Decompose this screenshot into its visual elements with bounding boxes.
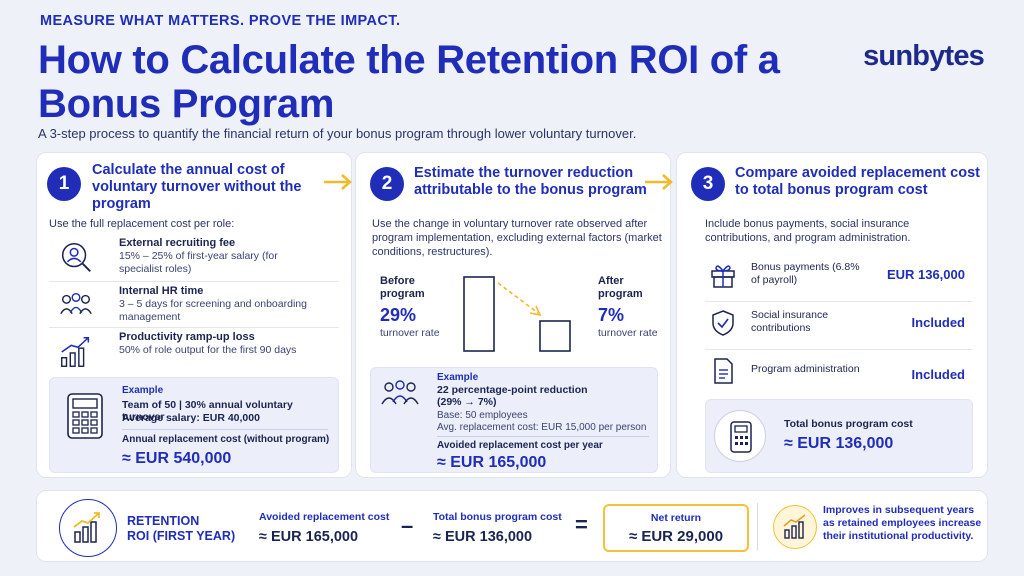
cost-row-social: Social insurance contributions Included (705, 303, 975, 349)
cost-item-desc: 50% of role output for the first 90 days (119, 344, 297, 356)
logo: sunbytes (863, 40, 985, 72)
after-label: After program (598, 275, 643, 300)
improvement-chart-icon (773, 505, 817, 549)
arrow-right-icon (324, 174, 352, 190)
minus-sign: – (401, 513, 414, 538)
step1-title: Calculate the annual cost of voluntary t… (92, 162, 302, 212)
cost-item-title: Internal HR time (119, 285, 204, 297)
after-value: 7% (598, 305, 625, 325)
cost-item-desc: 3 – 5 days for screening and onboarding … (119, 298, 307, 323)
divider (757, 503, 758, 551)
step1-intro: Use the full replacement cost per role: (49, 218, 235, 230)
cost-item-recruiting: External recruiting fee 15% – 25% of fir… (49, 237, 339, 281)
after-bar (539, 320, 571, 352)
divider (122, 429, 328, 430)
before-value: 29% (380, 305, 417, 325)
before-sub: turnover rate (380, 327, 440, 339)
team-icon (381, 380, 419, 405)
roi-growth-icon (59, 499, 117, 557)
subtitle: A 3-step process to quantify the financi… (38, 126, 637, 141)
cost-row-value: Included (911, 315, 965, 330)
example-line: Team of 50 | 30% annual voluntary turnov… (122, 399, 293, 423)
reduction-arrow (497, 282, 539, 314)
divider (705, 301, 973, 302)
turnover-bars (463, 276, 571, 352)
cost-row-label: Bonus payments (6.8% of payroll) (751, 261, 860, 286)
example-line: (29% → 7%) (437, 396, 497, 408)
cost-item-title: Productivity ramp-up loss (119, 331, 255, 343)
example-line: Avg. replacement cost: EUR 15,000 per pe… (437, 422, 647, 433)
step3-card: 3 Compare avoided replacement cost to to… (676, 152, 988, 478)
divider (49, 327, 339, 328)
step2-card: 2 Estimate the turnover reduction attrib… (355, 152, 671, 478)
before-bar (463, 276, 495, 352)
step2-number: 2 (370, 167, 404, 201)
example-result-value: ≈ EUR 165,000 (437, 454, 547, 471)
net-return-value: ≈ EUR 29,000 (628, 528, 724, 545)
cost-item-hr-time: Internal HR time 3 – 5 days for screenin… (49, 285, 339, 329)
total-cost-value: ≈ EUR 136,000 (784, 435, 894, 452)
net-return-box: Net return ≈ EUR 29,000 (603, 504, 749, 552)
step2-title: Estimate the turnover reduction attribut… (414, 165, 647, 198)
calculator-icon (714, 410, 766, 462)
roi-title-line2: ROI (FIRST YEAR) (127, 529, 236, 543)
cost-item-productivity: Productivity ramp-up loss 50% of role ou… (49, 331, 339, 375)
step3-number: 3 (691, 167, 725, 201)
document-icon (714, 358, 733, 384)
roi-title: RETENTION ROI (FIRST YEAR) (127, 514, 235, 544)
team-icon (60, 292, 92, 314)
step3-total-box: Total bonus program cost ≈ EUR 136,000 (705, 399, 973, 473)
after-sub: turnover rate (598, 327, 658, 339)
gift-icon (711, 265, 735, 288)
total-cost-value: ≈ EUR 136,000 (433, 529, 533, 545)
cost-row-admin: Program administration Included (705, 351, 975, 397)
example-label: Example (437, 372, 479, 383)
example-result-value: ≈ EUR 540,000 (122, 450, 232, 467)
before-label: Before program (380, 275, 425, 300)
cost-row-bonus: Bonus payments (6.8% of payroll) EUR 136… (705, 255, 975, 301)
step2-intro: Use the change in voluntary turnover rat… (372, 218, 662, 258)
cost-row-label: Social insurance contributions (751, 309, 829, 334)
step2-example-box: Example 22 percentage-point reduction (2… (370, 367, 658, 473)
step1-card: 1 Calculate the annual cost of voluntary… (36, 152, 352, 478)
search-person-icon (61, 242, 91, 272)
divider (437, 436, 649, 437)
net-return-label: Net return (650, 512, 702, 524)
roi-summary-bar: RETENTION ROI (FIRST YEAR) Avoided repla… (36, 490, 988, 562)
total-cost-label: Total bonus program cost (433, 511, 562, 523)
example-label: Example (122, 385, 164, 396)
step3-title: Compare avoided replacement cost to tota… (735, 165, 980, 198)
growth-chart-icon (61, 336, 90, 367)
cost-row-value: Included (911, 367, 965, 382)
cost-item-desc: 15% – 25% of first-year salary (for spec… (119, 250, 278, 275)
divider (705, 349, 973, 350)
shield-check-icon (712, 310, 734, 336)
step3-intro: Include bonus payments, social insurance… (705, 218, 911, 244)
cost-row-label: Program administration (751, 363, 860, 375)
example-line: Average salary: EUR 40,000 (122, 412, 260, 424)
total-cost-label: Total bonus program cost (784, 418, 913, 430)
avoided-cost-label: Avoided replacement cost (259, 511, 390, 523)
roi-note: Improves in subsequent years as retained… (823, 504, 982, 542)
step1-number: 1 (47, 167, 81, 201)
example-result-label: Annual replacement cost (without program… (122, 434, 330, 445)
divider (49, 281, 339, 282)
page-title: How to Calculate the Retention ROI of a … (38, 38, 780, 126)
example-result-label: Avoided replacement cost per year (437, 440, 603, 451)
example-line: Base: 50 employees (437, 410, 528, 421)
calculator-icon (67, 393, 103, 439)
avoided-cost-value: ≈ EUR 165,000 (259, 529, 359, 545)
example-line: 22 percentage-point reduction (437, 384, 588, 396)
equals-sign: = (575, 512, 588, 537)
roi-title-line1: RETENTION (127, 514, 200, 528)
arrow-right-icon (645, 174, 673, 190)
cost-item-title: External recruiting fee (119, 237, 236, 249)
step1-example-box: Example Team of 50 | 30% annual voluntar… (49, 377, 339, 473)
kicker: MEASURE WHAT MATTERS. PROVE THE IMPACT. (40, 13, 401, 29)
cost-row-value: EUR 136,000 (886, 267, 965, 282)
